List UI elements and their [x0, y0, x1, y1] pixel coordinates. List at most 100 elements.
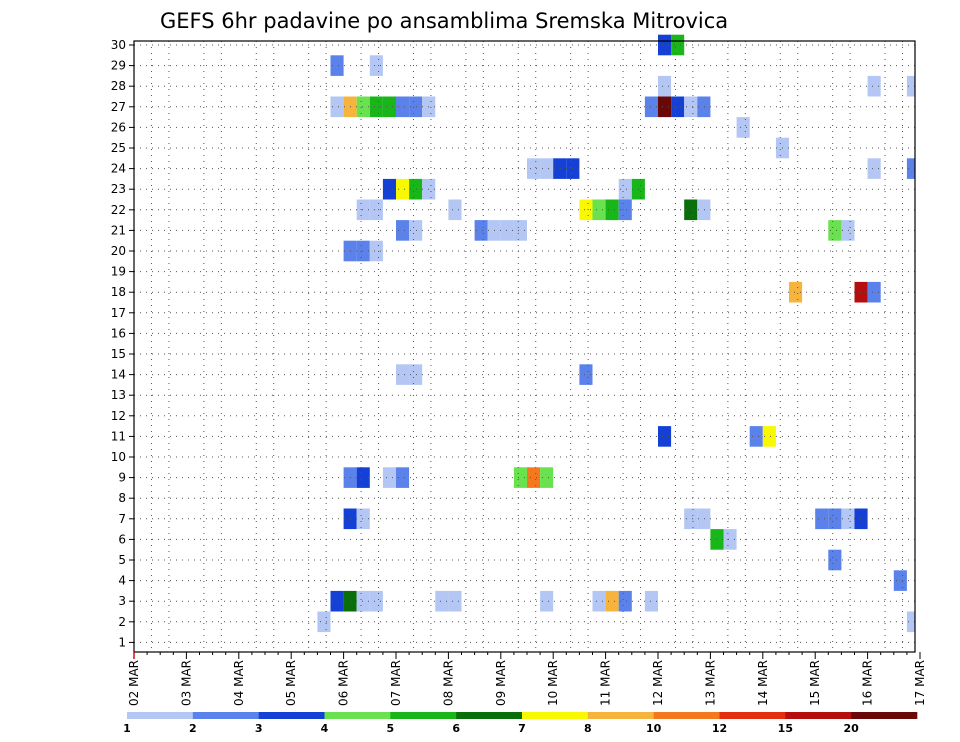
x-tick-label: 10 MAR	[546, 660, 560, 706]
colorbar-label: 15	[778, 722, 793, 735]
heat-cell	[356, 467, 370, 488]
grid-layer	[134, 41, 915, 652]
heat-cell	[448, 590, 462, 612]
heat-cell	[527, 158, 541, 179]
y-tick-label: 15	[111, 347, 126, 361]
colorbar-label: 5	[387, 722, 395, 735]
heat-cell	[540, 158, 554, 179]
heat-cell	[618, 178, 632, 200]
heat-cell	[867, 75, 881, 97]
y-tick-label: 16	[111, 326, 126, 340]
heat-cell	[828, 220, 842, 241]
y-tick-label: 19	[111, 265, 126, 279]
y-tick-label: 22	[111, 203, 126, 217]
heat-cell	[736, 117, 750, 138]
colorbar-swatch	[719, 712, 786, 719]
heat-cell	[658, 96, 672, 118]
heat-cell	[409, 96, 423, 118]
heat-cell	[618, 199, 632, 221]
heat-cell	[382, 467, 396, 488]
heat-cell	[906, 611, 915, 633]
heat-cell	[527, 467, 541, 488]
colorbar-swatch	[522, 712, 589, 719]
x-tick-label: 09 MAR	[494, 660, 508, 706]
heat-cell	[540, 590, 554, 612]
y-tick-label: 3	[118, 594, 126, 608]
y-tick-label: 24	[111, 162, 126, 176]
heat-cell	[356, 508, 370, 530]
heat-cell	[500, 220, 514, 241]
x-tick-label: 02 MAR	[127, 660, 141, 706]
colorbar-label: 4	[321, 722, 329, 735]
heat-cell	[369, 590, 383, 612]
colorbar-swatch	[456, 712, 523, 719]
y-tick-label: 14	[111, 368, 126, 382]
heat-cell	[409, 364, 423, 385]
heat-cell	[854, 508, 868, 530]
x-tick-label: 15 MAR	[808, 660, 822, 706]
y-tick-label: 11	[111, 429, 126, 443]
heat-cell	[356, 240, 370, 262]
heat-cell	[382, 96, 396, 118]
heat-cell	[854, 281, 868, 303]
colorbar-label: 6	[452, 722, 460, 735]
chart-title: GEFS 6hr padavine po ansamblima Sremska …	[160, 9, 728, 33]
y-tick-label: 17	[111, 306, 126, 320]
y-tick-label: 12	[111, 409, 126, 423]
y-tick-label: 23	[111, 182, 126, 196]
heat-cell	[644, 96, 658, 118]
y-tick-label: 6	[118, 532, 126, 546]
y-tick-label: 20	[111, 244, 126, 258]
y-axis: 1234567891011121314151617181920212223242…	[111, 38, 134, 649]
heat-cell	[789, 281, 803, 303]
x-tick-label: 13 MAR	[703, 660, 717, 706]
heat-cell	[841, 508, 855, 530]
heat-cell	[605, 590, 619, 612]
x-tick-label: 16 MAR	[861, 660, 875, 706]
colorbar-swatch	[587, 712, 654, 719]
x-tick-label: 03 MAR	[179, 660, 193, 706]
heat-cell	[658, 34, 672, 56]
y-tick-label: 18	[111, 285, 126, 299]
y-tick-label: 28	[111, 79, 126, 93]
heat-cell	[317, 611, 331, 633]
heat-cell	[671, 96, 685, 118]
heat-cell	[684, 96, 698, 118]
heat-cell	[697, 508, 711, 530]
heat-cell	[409, 220, 423, 241]
y-tick-label: 8	[118, 491, 126, 505]
heat-cell	[749, 426, 763, 447]
heat-cell	[658, 75, 672, 97]
heat-cell	[605, 199, 619, 221]
heat-cell	[448, 199, 462, 221]
colorbar-swatch	[390, 712, 457, 719]
x-tick-label: 11 MAR	[599, 660, 613, 706]
heat-cell	[828, 549, 842, 571]
heat-cell	[815, 508, 829, 530]
colorbar-label: 8	[584, 722, 592, 735]
heat-cell	[579, 199, 593, 221]
x-tick-label: 05 MAR	[284, 660, 298, 706]
heat-cell	[409, 178, 423, 200]
heat-cell	[356, 199, 370, 221]
heat-cell	[513, 220, 527, 241]
y-tick-label: 4	[118, 574, 126, 588]
heat-cell	[356, 96, 370, 118]
y-tick-label: 30	[111, 38, 126, 52]
heat-cell	[369, 199, 383, 221]
heat-cell	[762, 426, 776, 447]
heat-cell	[330, 55, 344, 76]
heat-cell	[723, 529, 737, 550]
y-tick-label: 5	[118, 553, 126, 567]
y-tick-label: 25	[111, 141, 126, 155]
heat-cell	[330, 590, 344, 612]
heat-cell	[579, 364, 593, 385]
heat-cell	[396, 364, 410, 385]
colorbar-label: 3	[255, 722, 263, 735]
colorbar-swatch	[127, 712, 194, 719]
heat-cell	[658, 426, 672, 447]
heat-cell	[369, 96, 383, 118]
heat-cell	[841, 220, 855, 241]
cells-layer	[317, 34, 915, 633]
